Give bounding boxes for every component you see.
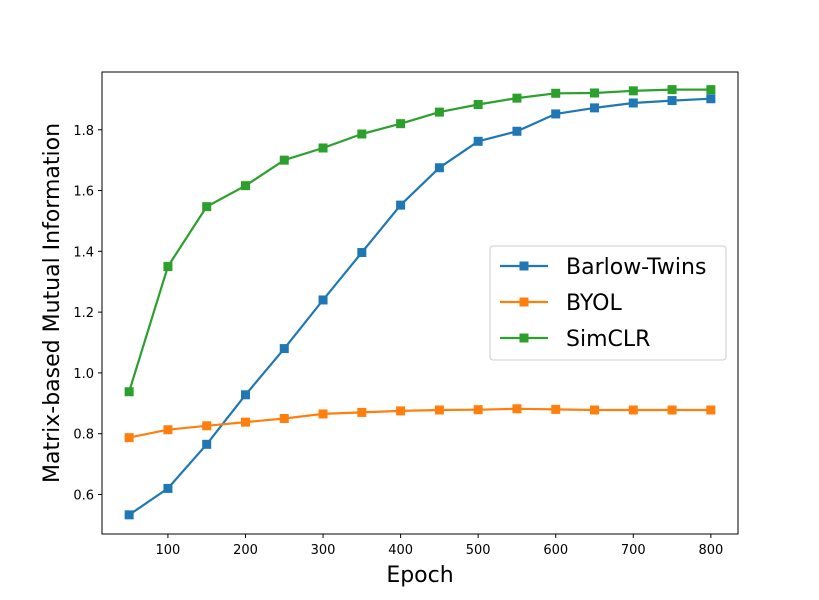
series-barlow-twins <box>124 94 716 520</box>
data-point-byol <box>357 407 367 417</box>
data-point-barlow-twins <box>473 136 483 146</box>
series-line-barlow-twins <box>128 97 711 516</box>
data-point-barlow-twins <box>396 200 406 210</box>
data-point-simclr <box>318 143 328 153</box>
legend: Barlow-Twins BYOL SimCLR <box>489 245 727 361</box>
data-point-byol <box>590 405 600 415</box>
data-point-barlow-twins <box>706 94 716 104</box>
data-point-byol <box>434 405 444 415</box>
y-tick-label: 1.8 <box>73 124 94 139</box>
data-point-byol <box>202 421 212 431</box>
data-point-simclr <box>163 262 173 272</box>
data-point-byol <box>706 405 716 415</box>
legend-item-simclr: SimCLR <box>500 327 650 352</box>
series-line-byol <box>128 407 711 439</box>
data-point-simclr <box>628 86 638 96</box>
x-tick-label: 800 <box>698 543 723 558</box>
series-layer <box>124 85 716 520</box>
data-point-barlow-twins <box>512 126 522 136</box>
x-tick-label: 100 <box>156 543 181 558</box>
data-point-simclr <box>357 129 367 139</box>
data-point-simclr <box>279 155 289 165</box>
series-line-simclr <box>128 88 711 393</box>
y-tick-label: 1.0 <box>73 367 94 382</box>
data-point-simclr <box>590 88 600 98</box>
data-point-barlow-twins <box>434 163 444 173</box>
data-point-byol <box>551 404 561 414</box>
data-point-simclr <box>240 181 250 191</box>
data-point-barlow-twins <box>667 96 677 106</box>
data-point-simclr <box>202 202 212 212</box>
data-point-byol <box>628 405 638 415</box>
data-point-byol <box>240 417 250 427</box>
y-tick-label: 1.4 <box>73 245 94 260</box>
data-point-barlow-twins <box>318 295 328 305</box>
data-point-barlow-twins <box>551 109 561 119</box>
legend-label: Barlow-Twins <box>566 255 706 280</box>
y-tick-label: 0.6 <box>73 488 94 503</box>
data-point-simclr <box>551 88 561 98</box>
x-axis: 100 200 300 400 500 600 700 800 <box>156 534 723 558</box>
x-tick-label: 600 <box>543 543 568 558</box>
legend-label: SimCLR <box>566 327 650 352</box>
x-tick-label: 500 <box>466 543 491 558</box>
y-axis: 0.6 0.8 1.0 1.2 1.4 1.6 1.8 <box>73 124 102 503</box>
legend-label: BYOL <box>566 291 622 316</box>
data-point-barlow-twins <box>279 344 289 354</box>
x-tick-label: 700 <box>621 543 646 558</box>
series-byol <box>124 404 716 443</box>
data-point-barlow-twins <box>124 510 134 520</box>
data-point-simclr <box>512 93 522 103</box>
data-point-byol <box>163 425 173 435</box>
data-point-barlow-twins <box>628 98 638 108</box>
plot-area-frame <box>101 71 739 535</box>
x-tick-label: 300 <box>311 543 336 558</box>
legend-item-barlow-twins: Barlow-Twins <box>500 255 706 280</box>
data-point-simclr <box>434 107 444 117</box>
data-point-byol <box>667 405 677 415</box>
data-point-simclr <box>667 85 677 95</box>
data-point-barlow-twins <box>590 103 600 113</box>
data-point-barlow-twins <box>163 483 173 493</box>
data-point-byol <box>512 404 522 414</box>
legend-frame <box>489 245 727 361</box>
data-point-simclr <box>124 387 134 397</box>
series-simclr <box>124 85 716 397</box>
y-tick-label: 1.2 <box>73 306 94 321</box>
legend-item-byol: BYOL <box>500 291 622 316</box>
legend-marker <box>519 333 529 343</box>
data-point-barlow-twins <box>240 390 250 400</box>
data-point-byol <box>279 414 289 423</box>
legend-marker <box>519 261 529 271</box>
data-point-barlow-twins <box>357 248 367 258</box>
y-tick-label: 0.8 <box>73 428 94 443</box>
x-tick-label: 400 <box>388 543 413 558</box>
data-point-byol <box>318 409 328 419</box>
data-point-byol <box>396 406 406 416</box>
data-point-byol <box>124 433 134 443</box>
data-point-simclr <box>706 85 716 95</box>
legend-marker <box>519 297 529 307</box>
x-axis-title: Epoch <box>386 563 453 588</box>
data-point-byol <box>473 405 483 415</box>
data-point-barlow-twins <box>202 439 212 449</box>
x-tick-label: 200 <box>233 543 258 558</box>
y-axis-title: Matrix-based Mutual Information <box>40 123 65 483</box>
data-point-simclr <box>473 100 483 110</box>
data-point-simclr <box>396 119 406 129</box>
y-tick-label: 1.6 <box>73 185 94 200</box>
